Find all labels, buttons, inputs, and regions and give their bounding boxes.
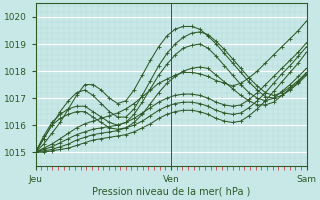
X-axis label: Pression niveau de la mer( hPa ): Pression niveau de la mer( hPa )	[92, 187, 250, 197]
